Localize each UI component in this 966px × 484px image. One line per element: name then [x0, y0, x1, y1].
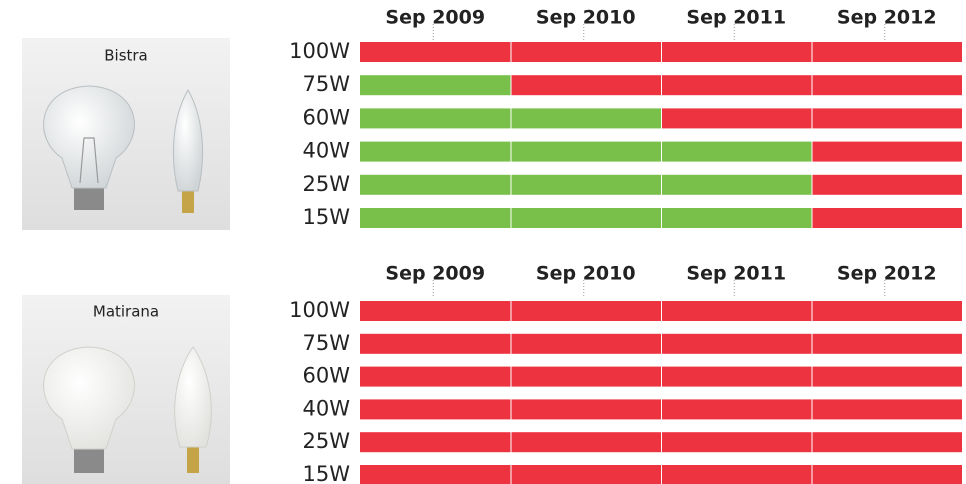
- status-cell: [813, 108, 963, 128]
- status-cell: [360, 399, 511, 419]
- bulb-image: [22, 295, 230, 484]
- status-cell: [813, 208, 963, 228]
- status-cell: [813, 301, 963, 321]
- column-header: Sep 2010: [536, 263, 636, 285]
- status-cell: [512, 208, 662, 228]
- column-header: Sep 2009: [385, 7, 485, 29]
- status-cell: [512, 108, 662, 128]
- status-cell: [662, 42, 812, 62]
- status-cell: [813, 465, 963, 484]
- status-cell: [813, 142, 963, 162]
- status-cell: [512, 42, 662, 62]
- column-header: Sep 2009: [385, 263, 485, 285]
- status-cell: [360, 432, 511, 452]
- status-cell: [662, 367, 812, 387]
- status-cell: [512, 75, 662, 95]
- row-label: 75W: [303, 72, 351, 96]
- column-header: Sep 2012: [837, 263, 937, 285]
- panel-label: Matirana: [93, 303, 159, 321]
- status-cell: [512, 432, 662, 452]
- column-header: Sep 2010: [536, 7, 636, 29]
- status-cell: [662, 432, 812, 452]
- status-cell: [662, 301, 812, 321]
- status-cell: [512, 301, 662, 321]
- row-label: 25W: [303, 172, 351, 196]
- infographic: Bistra Sep 2009 Sep 2010 Sep 2011 Sep 2012 10…: [0, 0, 966, 484]
- status-cell: [813, 432, 963, 452]
- status-cell: [813, 334, 963, 354]
- column-header: Sep 2011: [686, 263, 786, 285]
- status-cell: [360, 75, 511, 95]
- column-header: Sep 2012: [837, 7, 937, 29]
- status-cell: [360, 465, 511, 484]
- status-cell: [360, 208, 511, 228]
- status-cell: [662, 75, 812, 95]
- row-label: 100W: [289, 39, 350, 63]
- row-label: 15W: [303, 462, 351, 484]
- status-cell: [662, 399, 812, 419]
- status-cell: [512, 175, 662, 195]
- status-cell: [813, 42, 963, 62]
- panel-label: Bistra: [104, 47, 148, 65]
- status-cell: [360, 108, 511, 128]
- status-cell: [512, 142, 662, 162]
- status-cell: [813, 175, 963, 195]
- status-cell: [662, 465, 812, 484]
- row-label: 75W: [303, 331, 351, 355]
- status-cell: [360, 42, 511, 62]
- status-cell: [662, 208, 812, 228]
- row-label: 15W: [303, 205, 351, 229]
- status-cell: [813, 399, 963, 419]
- status-cell: [360, 175, 511, 195]
- bulb-image: [22, 38, 230, 230]
- row-label: 40W: [303, 139, 351, 163]
- row-label: 25W: [303, 429, 351, 453]
- status-cell: [662, 334, 812, 354]
- status-cell: [512, 334, 662, 354]
- status-cell: [813, 75, 963, 95]
- status-cell: [360, 367, 511, 387]
- status-cell: [512, 367, 662, 387]
- status-cell: [360, 334, 511, 354]
- status-cell: [512, 465, 662, 484]
- status-cell: [662, 175, 812, 195]
- status-cell: [662, 108, 812, 128]
- row-label: 60W: [303, 364, 351, 388]
- status-cell: [512, 399, 662, 419]
- row-label: 100W: [289, 298, 350, 322]
- status-cell: [360, 301, 511, 321]
- column-header: Sep 2011: [686, 7, 786, 29]
- row-label: 60W: [303, 105, 351, 129]
- status-cell: [813, 367, 963, 387]
- row-label: 40W: [303, 396, 351, 420]
- status-cell: [360, 142, 511, 162]
- status-cell: [662, 142, 812, 162]
